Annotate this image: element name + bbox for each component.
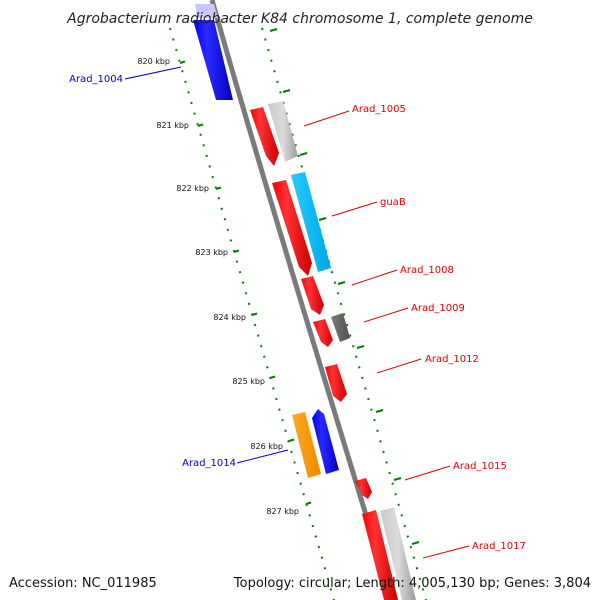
ruler-track-right [261,27,427,600]
gene-label-arad-1008[interactable]: Arad_1008 [400,265,454,276]
gene-guab-feature[interactable] [272,172,331,276]
tick-label-820: 820 kbp [137,57,170,66]
tick-label-821: 821 kbp [156,121,189,130]
gene-label-arad-1004[interactable]: Arad_1004 [69,74,123,85]
major-ticks-right [269,28,420,545]
tick-label-827: 827 kbp [266,507,299,516]
gene-label-arad-1014[interactable]: Arad_1014 [182,458,236,469]
tick-label-822: 822 kbp [176,184,209,193]
genome-backbone [209,0,395,600]
tick-label-825: 825 kbp [232,377,265,386]
gene-label-arad-1009[interactable]: Arad_1009 [411,303,465,314]
tick-label-823: 823 kbp [195,248,228,257]
gene-label-arad-1015[interactable]: Arad_1015 [453,461,507,472]
gene-label-arad-1005[interactable]: Arad_1005 [352,104,406,115]
gene-arad-1008-feature[interactable] [301,276,324,315]
genome-summary-text: Topology: circular; Length: 4,005,130 bp… [233,576,591,591]
gene-label-arad-1012[interactable]: Arad_1012 [425,354,479,365]
accession-text: Accession: NC_011985 [9,576,157,591]
gene-arad-1014-feature[interactable] [292,409,339,478]
gene-label-guab[interactable]: guaB [380,197,406,208]
gene-arad-1017-feature[interactable] [362,507,416,600]
gene-label-arad-1017[interactable]: Arad_1017 [472,541,526,552]
tick-label-824: 824 kbp [213,313,246,322]
label-leader-lines [124,66,470,559]
map-title: Agrobacterium radiobacter K84 chromosome… [66,11,533,27]
major-ticks-left [179,60,312,505]
gene-arad-1009-feature[interactable] [313,313,350,347]
tick-label-826: 826 kbp [250,442,283,451]
gene-arad-1015-feature[interactable] [355,478,372,499]
gene-arad-1005-feature[interactable] [250,101,298,166]
gene-arad-1012-feature[interactable] [325,364,347,402]
gene-arad-1004-feature[interactable] [193,4,233,100]
